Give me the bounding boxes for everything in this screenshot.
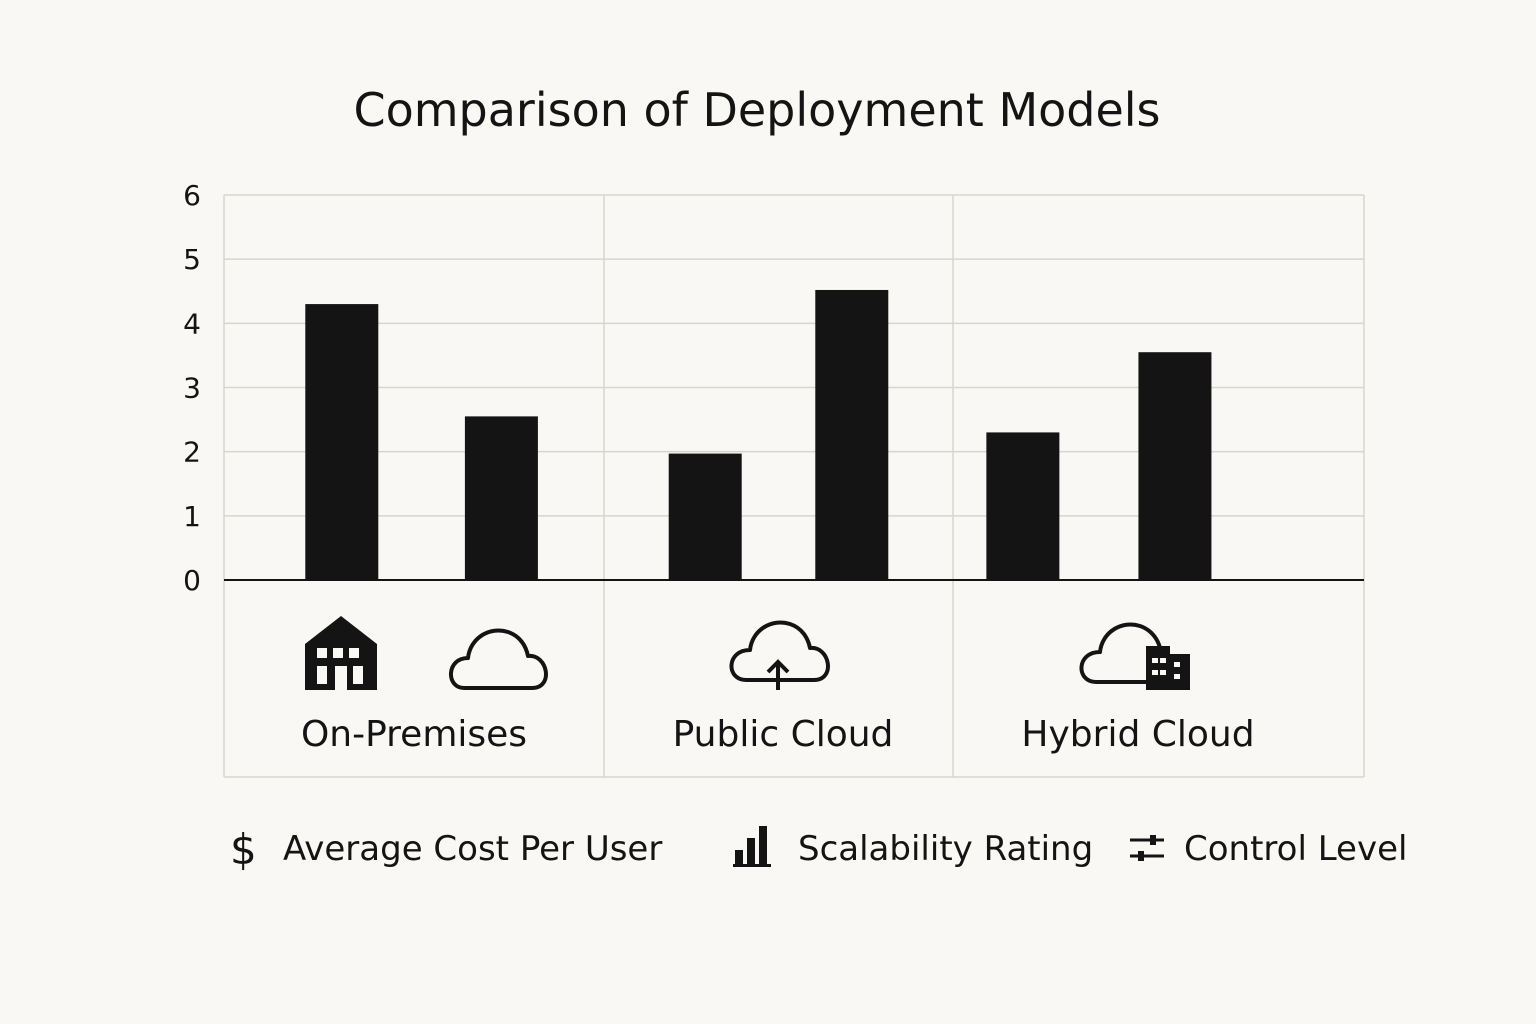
bar-on-premises-2 bbox=[464, 416, 538, 580]
chart-title: Comparison of Deployment Models bbox=[353, 83, 1160, 137]
y-tick-label: 5 bbox=[183, 243, 201, 276]
bars bbox=[305, 289, 1212, 580]
category-dividers bbox=[223, 195, 1365, 778]
cloud-icon bbox=[449, 628, 548, 690]
bar-chart-icon bbox=[733, 826, 771, 867]
category-label-on-premises: On-Premises bbox=[301, 714, 527, 755]
y-tick-label: 6 bbox=[183, 179, 201, 212]
bar-hybrid-cloud-1 bbox=[986, 432, 1060, 580]
y-axis-ticks: 0 1 2 3 4 5 6 bbox=[183, 179, 201, 597]
category-label-hybrid-cloud: Hybrid Cloud bbox=[1021, 714, 1254, 755]
y-tick-label: 1 bbox=[183, 500, 201, 533]
building-icon bbox=[305, 616, 377, 690]
category-label-public-cloud: Public Cloud bbox=[673, 714, 894, 755]
legend-label-scalability: Scalability Rating bbox=[798, 829, 1093, 869]
y-tick-label: 2 bbox=[183, 436, 201, 469]
cloud-upload-icon bbox=[729, 620, 830, 690]
bar-public-cloud-2 bbox=[815, 289, 889, 580]
category-labels: On-Premises Public Cloud Hybrid Cloud bbox=[301, 714, 1255, 755]
bar-public-cloud-1 bbox=[668, 453, 742, 580]
bar-hybrid-cloud-2 bbox=[1138, 352, 1212, 580]
cloud-building-icon bbox=[1079, 622, 1190, 690]
y-tick-label: 3 bbox=[183, 372, 201, 405]
bar-on-premises-1 bbox=[305, 304, 379, 580]
legend: $ Average Cost Per User Scalability Rati… bbox=[230, 825, 1407, 874]
sliders-icon bbox=[1130, 835, 1164, 861]
legend-label-cost: Average Cost Per User bbox=[283, 829, 662, 869]
y-tick-label: 0 bbox=[183, 564, 201, 597]
y-tick-label: 4 bbox=[183, 307, 201, 340]
dollar-icon: $ bbox=[230, 825, 257, 874]
legend-label-control: Control Level bbox=[1184, 829, 1407, 869]
